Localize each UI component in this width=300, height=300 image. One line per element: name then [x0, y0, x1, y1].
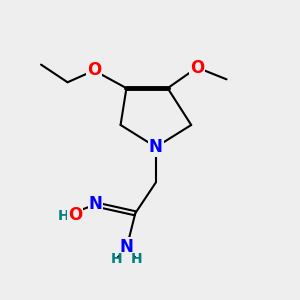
Text: H: H	[57, 209, 69, 223]
Text: N: N	[149, 138, 163, 156]
Text: H: H	[131, 252, 142, 266]
Text: N: N	[119, 238, 134, 256]
Text: H: H	[110, 252, 122, 266]
Text: O: O	[87, 61, 101, 80]
Text: N: N	[88, 196, 103, 214]
Text: O: O	[68, 206, 82, 224]
Text: O: O	[190, 58, 204, 76]
